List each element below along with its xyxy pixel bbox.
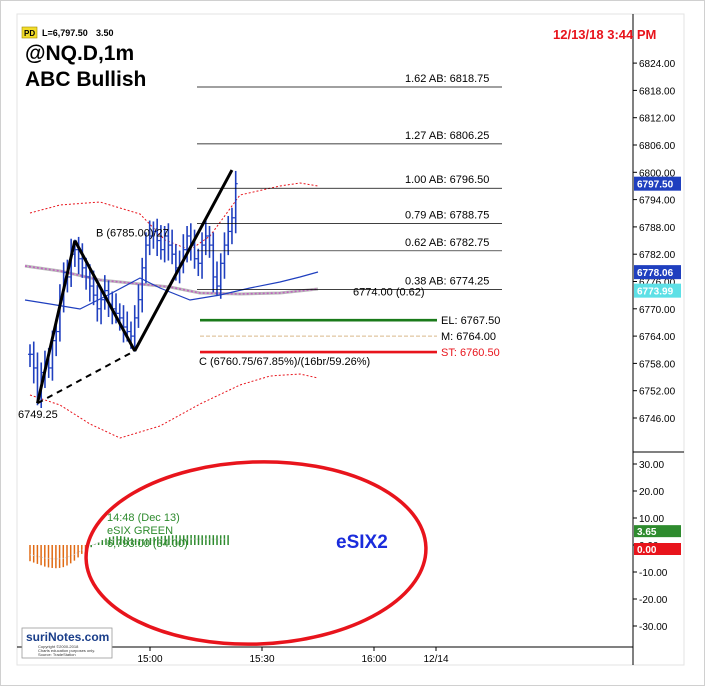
y-tick-label: 6800.00 [639, 168, 676, 179]
logo-brand: suriNotes.com [26, 630, 109, 644]
trade-level-label: M: 6764.00 [441, 331, 496, 343]
y-tick-label: 6812.00 [639, 114, 676, 125]
esix-signal-line [29, 538, 227, 560]
fib-label: 1.62 AB: 6818.75 [405, 73, 489, 85]
x-tick-label: 15:00 [137, 654, 162, 665]
price-tag: 6773.99 [637, 287, 674, 298]
y-tick-label: 6818.00 [639, 86, 676, 97]
esix-annotation: 6,793.00 (34.00) [107, 538, 188, 550]
esix-annotation: 14:48 (Dec 13) [107, 512, 180, 524]
last-price: L=6,797.50 [42, 28, 88, 38]
lower-band [29, 373, 319, 439]
leg-bc [73, 239, 137, 352]
trade-level-label: EL: 6767.50 [441, 315, 500, 327]
y-tick-label: 6824.00 [639, 59, 676, 70]
fib-label: 0.62 AB: 6782.75 [405, 237, 489, 249]
x-tick-label: 15:30 [249, 654, 274, 665]
osc-y-tick-label: 20.00 [639, 487, 664, 498]
pd-badge: PD [24, 29, 35, 38]
logo-line: Source: TradeStation [38, 652, 76, 657]
timestamp: 12/13/18 3:44 PM [553, 27, 656, 42]
esix-annotation: eSIX GREEN [107, 525, 173, 537]
leg-cd [133, 169, 234, 352]
y-tick-label: 6788.00 [639, 223, 676, 234]
pd-badge-bg [21, 26, 38, 39]
y-tick-label: 6794.00 [639, 196, 676, 207]
y-tick-label: 6764.00 [639, 332, 676, 343]
leg-ab [36, 240, 77, 404]
price-tag: 6797.50 [637, 180, 674, 191]
price-tag-bg [634, 265, 681, 280]
osc-tag-bg [634, 525, 681, 538]
osc-tag: 0.00 [637, 545, 657, 556]
fib-label: 1.27 AB: 6806.25 [405, 130, 489, 142]
logo-line: Copyright ©2000-2018 [38, 644, 79, 649]
pattern-name: ABC Bullish [25, 68, 146, 91]
osc-y-tick-label: 30.00 [639, 460, 664, 471]
price-tag-bg [634, 176, 681, 191]
y-tick-label: 6770.00 [639, 305, 676, 316]
osc-y-tick-label: -10.00 [639, 568, 668, 579]
upper-band [29, 182, 319, 251]
x-tick-label: 16:00 [361, 654, 386, 665]
price-change: 3.50 [96, 28, 114, 38]
price-tag-bg [634, 283, 681, 298]
midline-label: 6774.00 (0.62) [353, 287, 425, 299]
osc-y-tick-label: -30.00 [639, 622, 668, 633]
leg-ac-dashed [37, 350, 136, 405]
fib-label: 0.38 AB: 6774.25 [405, 275, 489, 287]
inner-border [16, 13, 685, 666]
highlight-ellipse [84, 460, 428, 646]
osc-tag: 3.65 [637, 527, 657, 538]
point-a-label: 6749.25 [18, 409, 58, 421]
fib-label: 0.79 AB: 6788.75 [405, 209, 489, 221]
x-tick-label: 12/14 [423, 654, 448, 665]
logo-box [21, 627, 113, 659]
y-tick-label: 6806.00 [639, 141, 676, 152]
point-c-label: C (6760.75/67.85%)/(16br/59.26%) [199, 356, 370, 368]
chart-symbol: @NQ.D,1m [25, 42, 134, 65]
logo-line: Charts education purposes only. [38, 648, 95, 653]
esix-title: eSIX2 [336, 532, 388, 553]
osc-y-tick-label: 10.00 [639, 514, 664, 525]
osc-tag-bg [634, 543, 681, 555]
osc-y-tick-label: -20.00 [639, 595, 668, 606]
moving-average-blue [24, 271, 319, 310]
y-tick-label: 6746.00 [639, 414, 676, 425]
trade-level-label: ST: 6760.50 [441, 347, 500, 359]
y-tick-label: 6782.00 [639, 250, 676, 261]
y-tick-label: 6758.00 [639, 359, 676, 370]
fib-label: 1.00 AB: 6796.50 [405, 174, 489, 186]
point-b-label: B (6785.00)/27 [96, 228, 169, 240]
moving-average-magenta [24, 265, 319, 295]
price-tag: 6778.06 [637, 268, 674, 279]
y-tick-label: 6776.00 [639, 278, 676, 289]
y-tick-label: 6752.00 [639, 387, 676, 398]
